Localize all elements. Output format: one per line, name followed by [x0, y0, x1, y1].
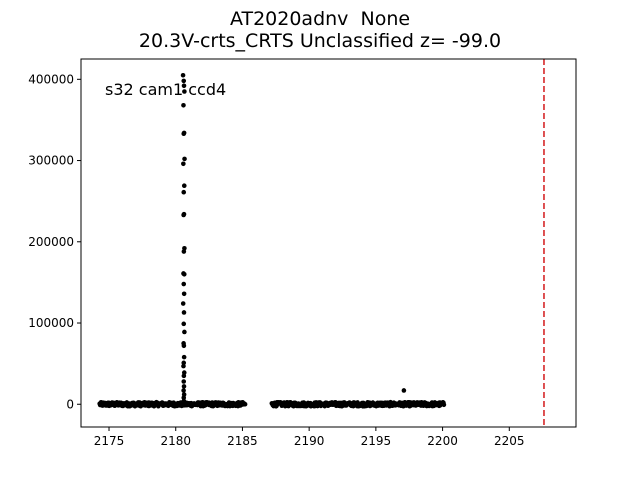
data-point [181, 395, 187, 401]
panel-annotation: s32 cam1 ccd4 [105, 80, 226, 99]
data-point [181, 161, 186, 167]
x-tick-label: 2185 [227, 434, 258, 448]
data-point [180, 301, 186, 306]
x-tick-label: 2205 [494, 434, 525, 448]
data-point [181, 83, 187, 89]
data-point [182, 89, 187, 94]
chart-title-line-1: AT2020adnv None [229, 8, 411, 30]
x-tick-label: 2200 [427, 434, 458, 448]
x-tick-label: 2175 [94, 434, 125, 448]
data-point [180, 72, 186, 78]
data-point [181, 271, 187, 277]
data-point [181, 189, 187, 195]
data-point [181, 131, 187, 137]
data-point [441, 402, 447, 408]
data-point [181, 310, 187, 315]
y-tick-label: 300000 [28, 154, 74, 168]
data-point [242, 401, 248, 407]
y-axis: 0 100000 200000 300000 400000 [28, 72, 81, 411]
y-tick-label: 0 [66, 397, 74, 411]
data-point [181, 281, 187, 287]
y-tick-label: 400000 [28, 72, 74, 86]
data-point [181, 291, 187, 297]
data-point [181, 363, 186, 369]
data-point [181, 373, 187, 379]
data-point [181, 212, 186, 218]
data-point [181, 384, 187, 389]
x-tick-label: 2190 [294, 434, 325, 448]
data-point [181, 354, 187, 360]
y-tick-label: 200000 [28, 235, 74, 249]
data-point [181, 103, 186, 108]
data-points [97, 72, 447, 409]
data-point [181, 78, 187, 84]
data-point [182, 329, 187, 335]
data-point [181, 249, 187, 254]
chart-title-line-2: 20.3V-crts_CRTS Unclassified z= -99.0 [138, 30, 502, 52]
data-point [401, 388, 407, 393]
x-tick-label: 2180 [160, 434, 191, 448]
data-point [181, 388, 186, 393]
y-tick-label: 100000 [28, 316, 74, 330]
data-point [181, 321, 187, 327]
data-point [181, 379, 187, 384]
plot-area-frame [80, 58, 577, 428]
x-axis: 2175 2180 2185 2190 2195 2200 2205 [94, 427, 525, 448]
data-point [181, 398, 187, 404]
data-point [182, 156, 187, 162]
x-tick-label: 2195 [361, 434, 392, 448]
data-point [181, 343, 187, 349]
data-point [181, 183, 187, 189]
